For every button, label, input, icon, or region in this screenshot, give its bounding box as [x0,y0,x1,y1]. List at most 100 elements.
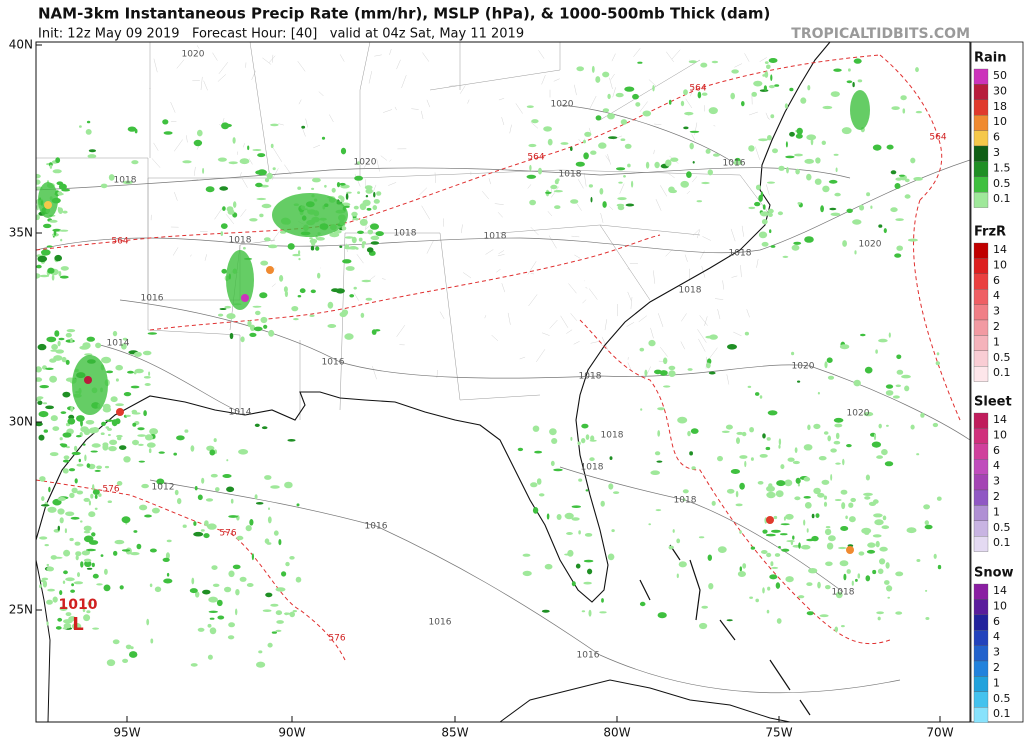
precip-cell [271,631,277,634]
legend-swatch [973,145,989,162]
precip-cell [289,611,296,618]
isobar-label: 1016 [365,522,388,532]
precip-cell [251,553,254,561]
precip-cell [63,455,70,460]
precip-cell [726,619,733,622]
precip-cell [657,612,667,619]
isobar-label: 1016 [429,618,452,628]
legend-swatch [973,99,989,116]
precip-cell [249,519,254,526]
precip-cell [235,589,240,596]
legend-swatch [973,366,989,382]
precip-cell [359,218,368,226]
precip-cell [817,492,825,498]
precip-cell [806,582,813,586]
precip-cell [697,91,702,99]
heavy-precip [241,294,249,302]
precip-cell [57,497,66,501]
precip-cell [864,496,871,500]
precip-cell [299,288,306,294]
legend-label: 1 [993,676,1000,689]
precip-cell [357,230,364,234]
precip-cell [571,581,576,587]
precip-cell [47,506,57,513]
precip-cell [263,324,268,329]
precip-cell [112,330,118,337]
legend-swatch [973,660,989,677]
precip-cell [517,447,524,452]
precip-cell [531,119,539,124]
precip-cell [217,615,225,620]
precip-cell [785,155,795,159]
precip-cell [80,419,83,427]
precip-cell [42,580,48,588]
precip-cell [736,431,744,435]
precip-cell [608,483,614,490]
precip-cell [270,143,274,149]
precip-cell [852,219,862,225]
precip-cell [202,589,211,595]
precip-cell [107,500,113,504]
precip-cell [691,466,696,470]
precip-cell [806,134,817,141]
precip-cell [602,71,610,78]
precip-cell [773,515,778,520]
precip-cell [835,167,838,173]
precip-cell [100,183,108,189]
precip-cell [833,417,844,423]
precip-cell [821,140,826,145]
precip-cell [682,498,686,502]
precip-cell [920,412,925,418]
precip-cell [896,245,903,251]
legend-label: 0.1 [993,192,1011,205]
precip-cell [843,573,847,581]
precip-cell [273,530,279,536]
precip-cell [149,583,153,588]
precip-cell [40,504,50,507]
precip-cell [852,82,855,88]
precip-cell [211,565,218,570]
precip-cell [696,200,703,203]
precip-cell [38,434,45,441]
precip-cell [553,468,563,472]
precip-cell [91,443,101,448]
precip-cell [823,431,829,435]
precip-cell [62,391,71,398]
precip-cell [761,219,768,225]
mexico-coast [36,559,51,722]
precip-cell [536,478,542,485]
precip-cell [122,180,133,185]
precip-cell [327,301,334,309]
precip-cell [88,511,96,518]
precip-cell [200,529,205,532]
precipitation [36,58,942,668]
legend-label: 10 [993,599,1007,612]
precip-cell [370,241,380,245]
precip-cell [902,108,906,114]
precip-cell [775,490,784,498]
precip-cell [913,177,923,181]
precip-cell [57,617,63,622]
lon-label: 90W [278,726,305,740]
precip-cell [841,502,846,510]
precip-cell [311,187,315,190]
precip-cell [285,561,290,567]
precip-cell [813,423,821,430]
precip-cell [583,559,594,563]
legend-label: 1 [993,335,1000,348]
precip-cell [882,515,887,521]
precip-cell [627,163,631,168]
precip-cell [591,65,595,73]
precip-cell [834,423,843,428]
precip-cell [137,427,145,431]
legend-swatch [973,691,989,708]
precip-cell [765,533,776,537]
precip-cell [270,123,279,127]
precip-cell [254,423,260,427]
legend-label: 1 [993,505,1000,518]
precip-cell [541,609,550,613]
precip-cell [208,596,218,603]
precip-cell [623,175,626,178]
precip-cell [545,191,552,194]
precip-cell [910,157,916,164]
